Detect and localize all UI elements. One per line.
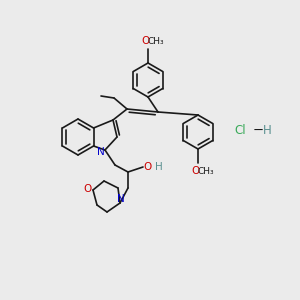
Text: −: −	[252, 124, 264, 136]
Text: H: H	[262, 124, 272, 136]
Text: N: N	[117, 194, 125, 204]
Text: H: H	[155, 162, 163, 172]
Text: O: O	[84, 184, 92, 194]
Text: O: O	[191, 166, 199, 176]
Text: CH₃: CH₃	[148, 37, 164, 46]
Text: CH₃: CH₃	[198, 167, 214, 176]
Text: O: O	[144, 162, 152, 172]
Text: Cl: Cl	[234, 124, 246, 136]
Text: O: O	[141, 36, 149, 46]
Text: N: N	[97, 147, 105, 157]
